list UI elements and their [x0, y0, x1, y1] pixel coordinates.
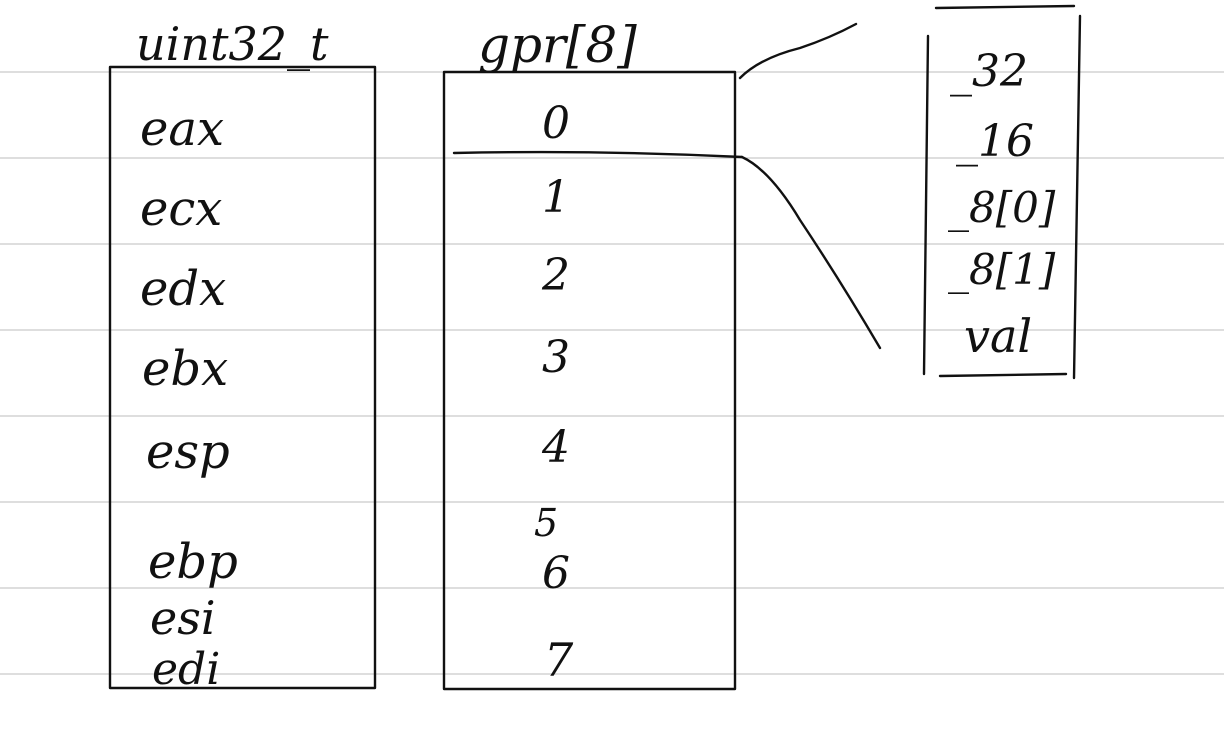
- gpr-index-6: 6: [542, 548, 570, 599]
- right-box-bottom: [938, 372, 1068, 378]
- register-label-edi: edi: [152, 644, 220, 695]
- field-16: _16: [956, 116, 1034, 167]
- gpr-index-4: 4: [541, 422, 570, 473]
- right-box: _32 _16 _8[0] _8[1] val: [922, 4, 1082, 380]
- zoom-connectors: [738, 22, 882, 350]
- register-label-ecx: ecx: [140, 181, 222, 237]
- right-box-top: [934, 4, 1076, 10]
- register-label-edx: edx: [140, 261, 226, 317]
- ruled-lines: [0, 71, 1224, 675]
- middle-box-title: gpr[8]: [478, 16, 637, 74]
- right-box-right: [1072, 14, 1082, 380]
- gpr-index-7: 7: [544, 633, 574, 687]
- gpr-index-2: 2: [541, 250, 570, 301]
- gpr-index-5: 5: [534, 501, 558, 545]
- gpr-index-0: 0: [542, 98, 570, 149]
- left-box-frame: [108, 65, 377, 690]
- field-val: val: [964, 309, 1032, 363]
- register-label-eax: eax: [140, 101, 224, 157]
- left-box-title: uint32_t: [136, 17, 329, 71]
- right-box-left: [922, 34, 930, 376]
- register-label-esi: esi: [150, 591, 216, 645]
- register-label-esp: esp: [146, 424, 230, 480]
- middle-box-frame: [442, 70, 737, 691]
- register-label-ebx: ebx: [142, 341, 228, 397]
- connector-top: [738, 22, 858, 80]
- field-32: _32: [950, 46, 1028, 97]
- middle-box: gpr[8] 0 1 2 3 4 5 6 7: [442, 16, 744, 691]
- field-8-1: _8[1]: [948, 245, 1056, 294]
- gpr-index-1: 1: [542, 172, 570, 223]
- left-box: uint32_t eax ecx edx ebx esp ebp esi edi: [108, 17, 377, 695]
- register-label-ebp: ebp: [148, 534, 238, 590]
- entry-divider: [452, 150, 744, 159]
- field-8-0: _8[0]: [948, 183, 1056, 232]
- connector-bottom: [740, 155, 882, 350]
- gpr-index-3: 3: [542, 332, 570, 383]
